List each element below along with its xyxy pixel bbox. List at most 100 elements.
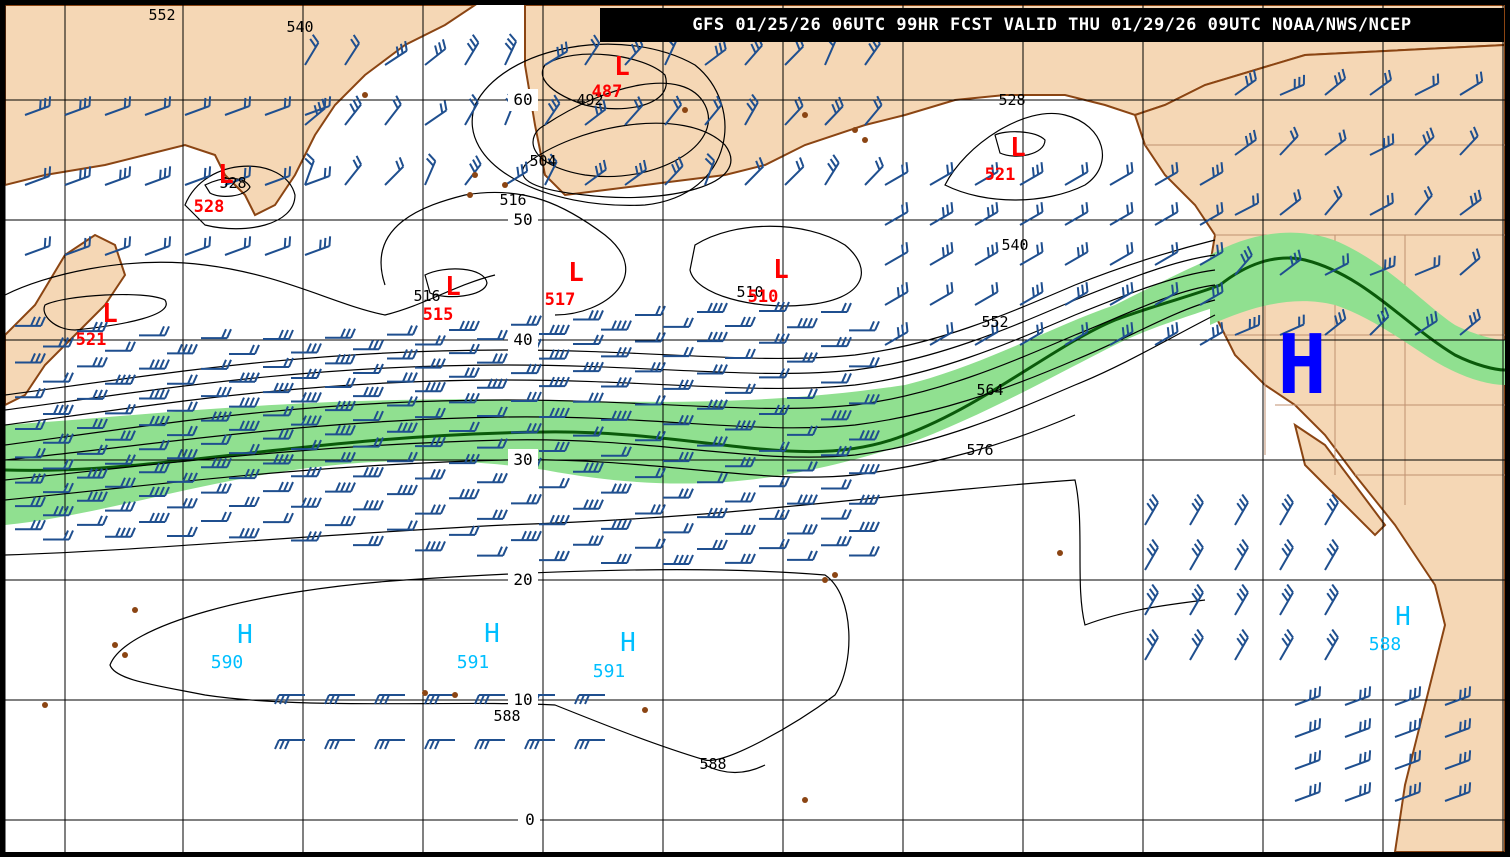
contour-label: 516 [413,287,440,305]
wind-barb [849,430,880,441]
wind-barb [1294,686,1322,706]
wind-barb [229,397,260,408]
wind-barb [274,739,305,750]
wind-barb [105,527,136,538]
wind-barb [139,389,170,400]
wind-barb [77,389,108,400]
wind-barb [635,504,666,515]
high-value: 591 [593,661,626,682]
wind-barb [697,472,728,484]
wind-barb [1344,750,1372,770]
wind-barb [224,166,252,186]
wind-barb [344,155,363,186]
wind-barb [449,367,480,378]
wind-barb [1234,538,1249,571]
wind-barb [324,694,355,705]
wind-barb [1199,282,1224,306]
low-letter: L [102,299,118,329]
lat-label-0: 0 [525,810,535,829]
wind-barb [139,325,170,337]
wind-barb [1279,538,1294,571]
island-dot [132,607,138,613]
wind-barb [725,420,756,431]
wind-barb [144,96,172,116]
wind-barb [201,359,232,370]
lat-label-20: 20 [513,570,532,589]
wind-barb [1189,628,1204,661]
wind-barb [573,426,604,437]
wind-barb [725,553,756,564]
low-value: 521 [76,330,107,350]
wind-barb [477,546,508,557]
wind-barb [635,332,666,343]
wind-barb [1199,202,1224,226]
island-dot [467,192,473,198]
wind-barb [1324,185,1343,216]
wind-barb [1154,322,1179,346]
wind-barb [415,436,446,448]
wind-barb [167,497,198,509]
contour-label: 504 [529,152,556,170]
wind-barb [1414,255,1441,276]
wind-barb [1369,255,1396,276]
wind-barb [201,411,232,422]
wind-barb [1199,322,1224,346]
wind-barb [1234,583,1249,616]
wind-barb [697,539,728,550]
wind-barb [43,505,74,517]
wind-barb [1234,129,1257,156]
wind-barb [1154,282,1179,306]
wind-barb [167,472,198,483]
low-letter: L [445,272,461,302]
wind-barb [1324,129,1347,156]
wind-barb [821,409,852,421]
contour-label: 540 [286,18,313,36]
wind-barb [573,499,604,510]
wind-barb [574,694,605,705]
wind-barb [325,400,356,412]
wind-barb [504,33,518,66]
wind-barb [474,739,505,750]
wind-barb [353,410,384,422]
wind-barb [201,483,232,494]
wind-barb [744,156,765,186]
island-dot [852,127,858,133]
wind-barb [15,353,46,364]
wind-barb [449,453,480,465]
wind-barb [539,324,570,335]
wind-barb [573,310,604,321]
wind-barb [663,414,694,426]
wind-barb [104,236,132,256]
low-letter: L [1010,133,1026,163]
wind-barb [1344,782,1372,802]
island-dots [42,92,1063,803]
wind-barb [704,95,723,126]
wind-barb [1279,126,1299,156]
wind-barb [353,437,384,448]
wind-barb [573,462,604,473]
wind-barb [64,166,92,186]
wind-barb [704,39,727,66]
wind-barb [144,236,172,256]
wind-barb [274,694,305,705]
high-letter: H [1395,602,1411,632]
wind-barb [1324,68,1347,96]
wind-barb [974,202,999,226]
wind-barb [104,166,132,186]
contour-label: 552 [981,313,1008,331]
low-value: 487 [592,82,623,102]
wind-barb [539,349,570,360]
wind-barb [635,430,666,442]
island-dot [1057,550,1063,556]
wind-barb [584,34,601,66]
wind-barb [77,491,108,502]
wind-barb [584,99,607,126]
wind-barb [821,509,852,520]
wind-barb [304,236,332,256]
wind-barb [139,359,170,370]
island-dot [862,137,868,143]
wind-barb [184,96,212,116]
wind-barb [884,322,909,346]
wind-barb [974,282,999,306]
wind-barb [105,430,136,441]
